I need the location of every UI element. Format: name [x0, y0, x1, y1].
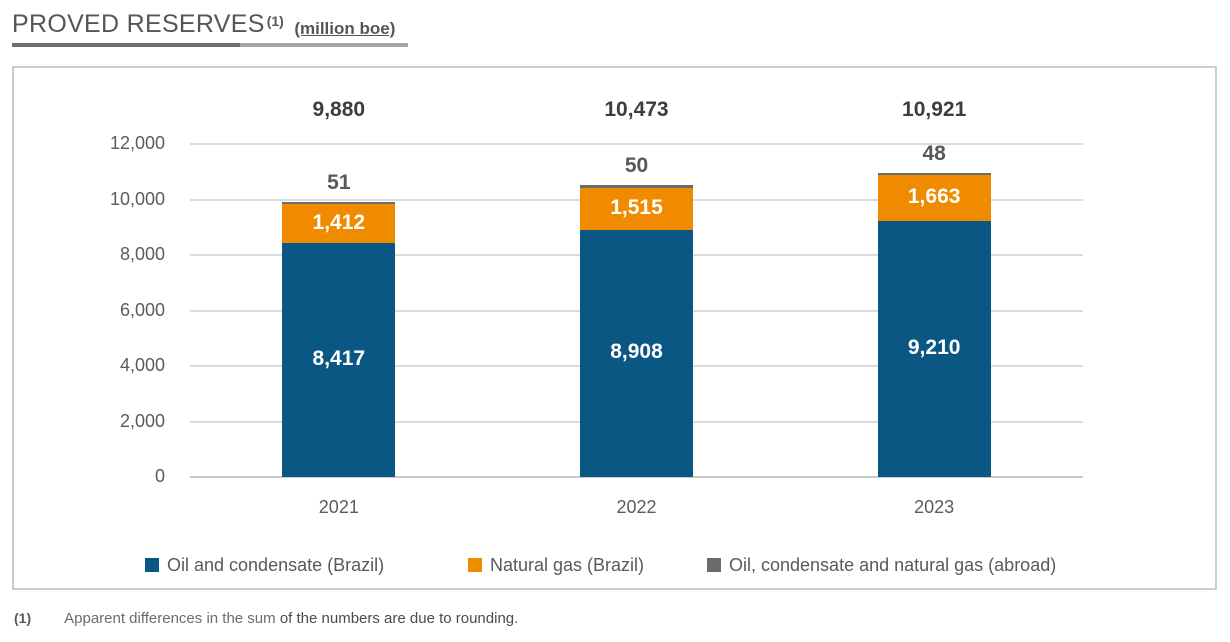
title-unit: (million boe) [294, 19, 396, 38]
bar-segment-2023-oil [877, 221, 991, 477]
bar-segment-2021-gas [282, 204, 396, 244]
legend-item-label: Oil, condensate and natural gas (abroad) [729, 554, 1057, 575]
bar-segment-2022-oil [580, 229, 693, 477]
gridline-0 [190, 476, 1083, 478]
x-axis-label-2021: 2021 [318, 497, 359, 517]
bar-segment-2023-abroad [877, 172, 991, 176]
footnote-text: Apparent differences in the sum of the n… [64, 610, 518, 627]
legend-item-0: Oil and condensate (Brazil) [145, 555, 384, 575]
legend-item-label: Oil and condensate (Brazil) [167, 554, 385, 575]
page-header: PROVED RESERVES (1) (million boe) [12, 10, 395, 39]
legend-item-1: Natural gas (Brazil) [468, 555, 644, 575]
chart-frame: 12,000 10,000 8,000 6,000 4,000 2,000 0 8,417 1,… [12, 66, 1217, 590]
bar-value-label-2022-oil: 8,908 [610, 340, 663, 364]
y-axis-label-4000: 4,000 [119, 355, 165, 375]
y-axis-label-0: 0 [154, 466, 165, 486]
y-axis-label-12000: 12,000 [109, 133, 165, 153]
y-axis-label-8000: 8,000 [119, 244, 165, 264]
footnote-text-emphasis: of the numbers are due to rounding. [279, 610, 519, 627]
title-footnote-ref: (1) [266, 12, 284, 29]
total-label-2021: 9,880 [312, 98, 366, 121]
y-axis-label-10000: 10,000 [109, 188, 165, 209]
x-axis-label-2022: 2022 [616, 497, 657, 517]
abroad-value-label-2022: 50 [624, 154, 649, 178]
legend-swatch-icon [468, 558, 482, 572]
bar-value-label-2023-oil: 9,210 [907, 336, 961, 360]
y-axis-label-6000: 6,000 [119, 299, 165, 320]
footnote-marker: (1) [14, 610, 32, 626]
title-underline [12, 43, 408, 47]
bar-value-label-2022-gas: 1,515 [610, 195, 663, 219]
gridline-12000 [190, 143, 1083, 145]
abroad-value-label-2023: 48 [922, 141, 946, 165]
bar-segment-2022-gas [580, 187, 693, 230]
bar-segment-2021-abroad [282, 201, 396, 205]
bar-value-label-2021-gas: 1,412 [312, 210, 366, 234]
footnote: (1) Apparent differences in the sum of th… [14, 610, 1214, 627]
legend-swatch-icon [707, 558, 721, 572]
bar-value-label-2021-oil: 8,417 [312, 347, 366, 371]
bar-value-label-2023-gas: 1,663 [907, 185, 961, 209]
legend-swatch-icon [145, 558, 159, 572]
legend-item-2: Oil, condensate and natural gas (abroad) [707, 555, 1056, 575]
stacked-bar-chart: 12,000 10,000 8,000 6,000 4,000 2,000 0 8,417 1,… [14, 68, 1215, 588]
total-label-2023: 10,921 [902, 98, 967, 121]
y-axis-label-2000: 2,000 [119, 410, 165, 431]
title-underline-light [240, 43, 408, 47]
page-title: PROVED RESERVES [12, 10, 265, 38]
bar-segment-2021-oil [282, 243, 396, 477]
footnote-text-regular: Apparent differences in the sum [64, 610, 280, 627]
legend-item-label: Natural gas (Brazil) [490, 554, 645, 575]
title-underline-dark [12, 43, 240, 47]
bar-segment-2023-gas [877, 175, 991, 222]
x-axis-label-2023: 2023 [914, 497, 955, 517]
total-label-2022: 10,473 [604, 98, 669, 121]
bar-segment-2022-abroad [580, 185, 693, 188]
abroad-value-label-2021: 51 [327, 170, 351, 194]
